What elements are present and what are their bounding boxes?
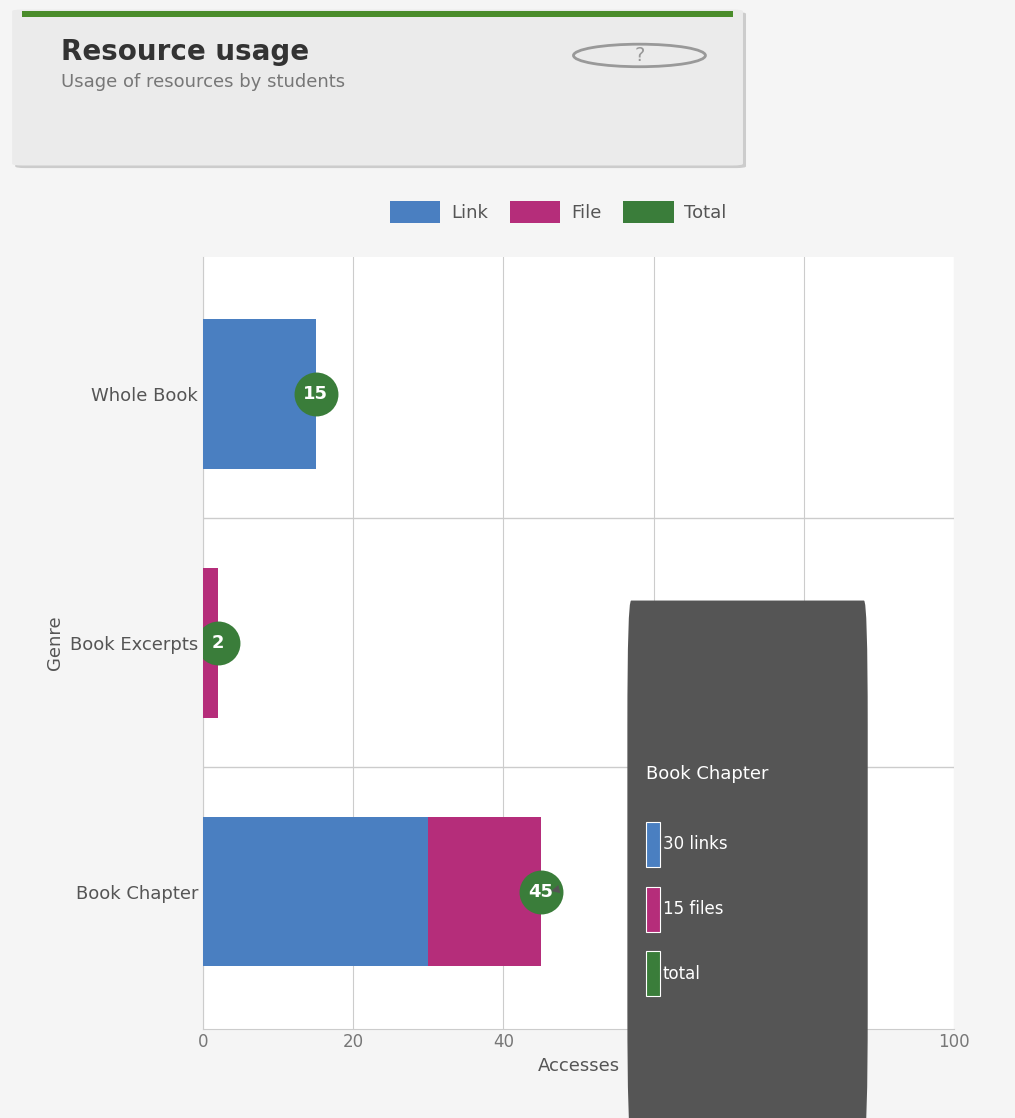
Point [533, 883, 549, 901]
Point [308, 385, 324, 402]
Legend: Link, File, Total: Link, File, Total [383, 195, 734, 230]
Text: 15: 15 [303, 385, 328, 402]
Text: 30 links: 30 links [663, 835, 728, 853]
Bar [203, 568, 218, 718]
Text: total: total [663, 965, 700, 983]
FancyBboxPatch shape [627, 600, 868, 1118]
FancyBboxPatch shape [15, 12, 746, 168]
FancyBboxPatch shape [647, 887, 660, 931]
FancyBboxPatch shape [647, 822, 660, 866]
Bar [428, 817, 541, 966]
Text: ?: ? [634, 46, 645, 65]
Text: 15 files: 15 files [663, 900, 723, 918]
FancyBboxPatch shape [647, 951, 660, 996]
Y-axis label: Genre: Genre [47, 616, 64, 670]
Point [210, 634, 226, 652]
Text: Resource usage: Resource usage [61, 38, 309, 66]
X-axis label: Accesses: Accesses [538, 1057, 619, 1076]
Bar [203, 320, 316, 468]
Text: 2: 2 [212, 634, 224, 652]
Text: 45: 45 [529, 883, 553, 901]
Text: Usage of resources by students: Usage of resources by students [61, 73, 345, 91]
Text: Book Chapter: Book Chapter [647, 765, 768, 783]
Bar [22, 11, 733, 17]
Bar [203, 817, 428, 966]
FancyBboxPatch shape [12, 10, 743, 165]
